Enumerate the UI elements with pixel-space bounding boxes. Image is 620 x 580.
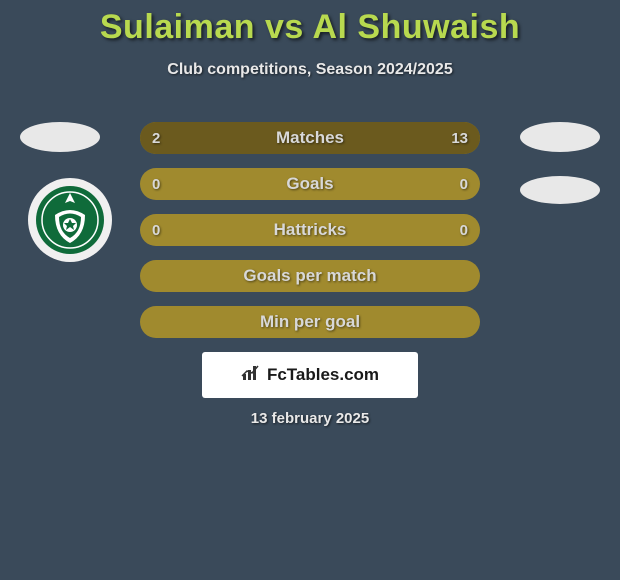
stat-label: Hattricks [274,220,347,240]
stat-label: Min per goal [260,312,360,332]
bar-chart-icon [241,364,261,387]
stat-value-right: 0 [460,222,468,239]
club-crest-icon [35,185,105,255]
watermark-text: FcTables.com [267,365,379,385]
club-left-logo [28,178,112,262]
subtitle: Club competitions, Season 2024/2025 [0,61,620,79]
stat-value-right: 0 [460,176,468,193]
comparison-card: Sulaiman vs Al Shuwaish Club competition… [0,0,620,580]
stat-value-left: 0 [152,176,160,193]
stat-bars: 2 13 Matches 0 0 Goals 0 0 Hattricks Goals per ma… [140,122,480,352]
player-right-avatar-placeholder [520,122,600,152]
club-right-logo-placeholder [520,176,600,204]
stat-bar: 0 0 Hattricks [140,214,480,246]
stat-value-left: 0 [152,222,160,239]
date-text: 13 february 2025 [0,410,620,427]
stat-label: Goals per match [243,266,376,286]
stat-label: Goals [286,174,333,194]
watermark: FcTables.com [202,352,418,398]
stat-value-left: 2 [152,130,160,147]
stat-label: Matches [276,128,344,148]
stat-bar: 0 0 Goals [140,168,480,200]
stat-bar: Goals per match [140,260,480,292]
stat-value-right: 13 [451,130,468,147]
page-title: Sulaiman vs Al Shuwaish [0,0,620,47]
stat-bar: 2 13 Matches [140,122,480,154]
player-left-avatar-placeholder [20,122,100,152]
stat-fill-left [140,122,185,154]
stat-bar: Min per goal [140,306,480,338]
